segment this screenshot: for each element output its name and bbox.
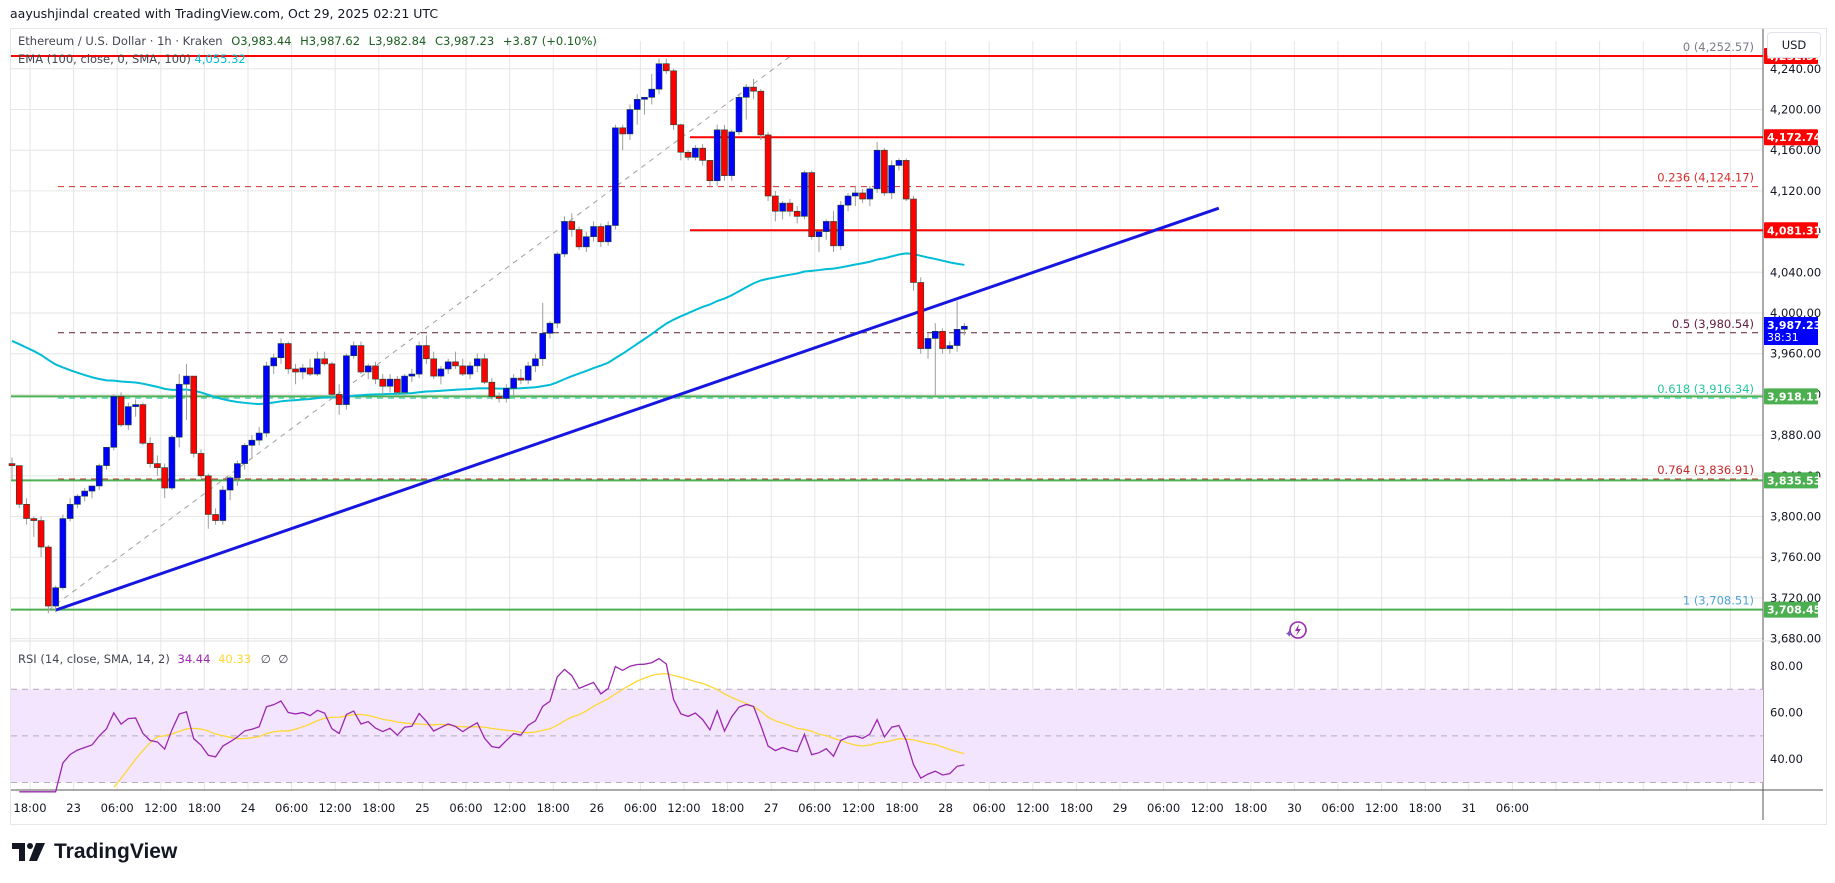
svg-text:18:00: 18:00 [1060, 801, 1093, 815]
svg-text:0 (4,252.57): 0 (4,252.57) [1683, 40, 1754, 54]
ohlc-low: L3,982.84 [368, 34, 427, 48]
ema-label: EMA (100, close, 0, SMA, 100) [18, 52, 191, 66]
lightning-icon[interactable] [1286, 620, 1308, 646]
svg-text:3,918.11: 3,918.11 [1767, 390, 1821, 403]
svg-text:30: 30 [1287, 801, 1302, 815]
svg-text:06:00: 06:00 [1321, 801, 1354, 815]
svg-text:12:00: 12:00 [842, 801, 875, 815]
svg-text:29: 29 [1113, 801, 1128, 815]
rsi-legend[interactable]: RSI (14, close, SMA, 14, 2) 34.44 40.33 … [18, 652, 288, 666]
ohlc-high: H3,987.62 [300, 34, 361, 48]
svg-text:0.5 (3,980.54): 0.5 (3,980.54) [1672, 317, 1754, 331]
svg-text:4,240.00: 4,240.00 [1770, 62, 1821, 76]
logo-text: TradingView [54, 840, 178, 863]
svg-text:25: 25 [415, 801, 430, 815]
svg-text:26: 26 [589, 801, 604, 815]
svg-text:12:00: 12:00 [493, 801, 526, 815]
svg-text:0.764 (3,836.91): 0.764 (3,836.91) [1657, 463, 1754, 477]
ema-value: 4,055.32 [194, 52, 246, 66]
svg-text:06:00: 06:00 [624, 801, 657, 815]
svg-text:18:00: 18:00 [711, 801, 744, 815]
svg-text:1 (3,708.51): 1 (3,708.51) [1683, 594, 1754, 608]
rsi-value: 34.44 [177, 652, 211, 666]
rsi-extra-2: ∅ [278, 652, 289, 666]
svg-text:3,987.23: 3,987.23 [1767, 319, 1821, 332]
svg-text:12:00: 12:00 [319, 801, 352, 815]
tradingview-logo[interactable]: TradingView [12, 840, 177, 864]
svg-text:18:00: 18:00 [537, 801, 570, 815]
currency-button[interactable]: USD [1767, 32, 1821, 58]
svg-text:0.236 (4,124.17): 0.236 (4,124.17) [1657, 171, 1754, 185]
svg-text:4,172.74: 4,172.74 [1767, 131, 1822, 144]
svg-text:0.618 (3,916.34): 0.618 (3,916.34) [1657, 382, 1754, 396]
svg-text:31: 31 [1461, 801, 1476, 815]
svg-text:40.00: 40.00 [1770, 752, 1803, 766]
svg-text:4,000.00: 4,000.00 [1770, 306, 1821, 320]
svg-text:18:00: 18:00 [1234, 801, 1267, 815]
svg-text:3,835.53: 3,835.53 [1767, 474, 1821, 487]
ohlc-change: +3.87 (+0.10%) [502, 34, 597, 48]
svg-text:3,680.00: 3,680.00 [1770, 632, 1821, 646]
svg-text:3,708.45: 3,708.45 [1767, 604, 1821, 617]
rsi-sma-value: 40.33 [218, 652, 252, 666]
svg-text:4,120.00: 4,120.00 [1770, 184, 1821, 198]
svg-text:06:00: 06:00 [101, 801, 134, 815]
svg-text:60.00: 60.00 [1770, 706, 1803, 720]
svg-text:12:00: 12:00 [1365, 801, 1398, 815]
rsi-label: RSI (14, close, SMA, 14, 2) [18, 652, 170, 666]
svg-text:12:00: 12:00 [1191, 801, 1224, 815]
svg-text:3,760.00: 3,760.00 [1770, 550, 1821, 564]
svg-text:4,200.00: 4,200.00 [1770, 103, 1821, 117]
svg-text:27: 27 [764, 801, 779, 815]
svg-text:12:00: 12:00 [144, 801, 177, 815]
candles [8, 58, 968, 614]
chart-credit: aayushjindal created with TradingView.co… [10, 6, 439, 21]
svg-text:06:00: 06:00 [275, 801, 308, 815]
svg-text:18:00: 18:00 [1409, 801, 1442, 815]
svg-text:3,880.00: 3,880.00 [1770, 428, 1821, 442]
svg-text:06:00: 06:00 [449, 801, 482, 815]
symbol-name[interactable]: Ethereum / U.S. Dollar · 1h · Kraken [18, 34, 223, 48]
svg-text:80.00: 80.00 [1770, 659, 1803, 673]
svg-text:4,040.00: 4,040.00 [1770, 265, 1821, 279]
ohlc-open: O3,983.44 [231, 34, 292, 48]
ema-legend[interactable]: EMA (100, close, 0, SMA, 100) 4,055.32 [18, 52, 246, 66]
svg-text:12:00: 12:00 [667, 801, 700, 815]
tradingview-logo-icon [12, 843, 45, 861]
ohlc-close: C3,987.23 [434, 34, 495, 48]
svg-text:18:00: 18:00 [188, 801, 221, 815]
svg-text:06:00: 06:00 [798, 801, 831, 815]
svg-text:18:00: 18:00 [885, 801, 918, 815]
svg-text:06:00: 06:00 [1147, 801, 1180, 815]
svg-text:38:31: 38:31 [1767, 331, 1799, 344]
symbol-legend: Ethereum / U.S. Dollar · 1h · Kraken O3,… [18, 34, 602, 48]
svg-text:06:00: 06:00 [973, 801, 1006, 815]
svg-text:24: 24 [241, 801, 256, 815]
svg-text:4,081.31: 4,081.31 [1767, 224, 1821, 237]
grid [11, 41, 1763, 790]
rsi-extra-1: ∅ [260, 652, 271, 666]
svg-text:18:00: 18:00 [13, 801, 46, 815]
svg-text:3,800.00: 3,800.00 [1770, 510, 1821, 524]
svg-text:28: 28 [938, 801, 953, 815]
svg-text:23: 23 [66, 801, 81, 815]
svg-text:06:00: 06:00 [1496, 801, 1529, 815]
svg-text:3,960.00: 3,960.00 [1770, 347, 1821, 361]
svg-text:4,160.00: 4,160.00 [1770, 143, 1821, 157]
svg-text:12:00: 12:00 [1016, 801, 1049, 815]
svg-text:18:00: 18:00 [362, 801, 395, 815]
svg-text:3,720.00: 3,720.00 [1770, 591, 1821, 605]
